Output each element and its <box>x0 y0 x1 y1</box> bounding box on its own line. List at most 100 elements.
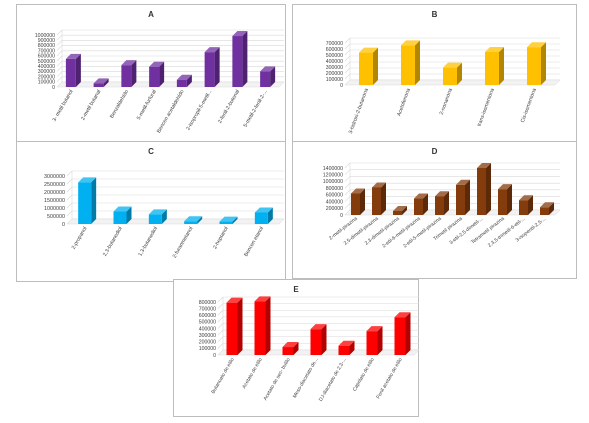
bar <box>485 47 504 85</box>
y-tick-label: 100000 <box>38 80 55 86</box>
bar <box>401 40 420 85</box>
y-tick-label: 400000 <box>326 59 343 65</box>
y-tick-label: 300000 <box>326 65 343 71</box>
y-axis: 0100000200000300000400000500000600000700… <box>326 41 343 89</box>
chart-title-c: C <box>148 147 154 156</box>
y-tick-label: 200000 <box>326 206 343 212</box>
y-tick-label: 0 <box>62 222 65 228</box>
bar <box>226 297 243 355</box>
y-tick-label: 1000000 <box>44 206 65 212</box>
bar <box>204 47 220 87</box>
y-tick-label: 1400000 <box>323 166 343 172</box>
y-tick-label: 300000 <box>199 333 216 339</box>
y-tick-label: 600000 <box>326 47 343 53</box>
y-tick-label: 900000 <box>38 38 55 44</box>
y-tick-label: 1000000 <box>323 179 343 185</box>
y-tick-label: 0 <box>52 85 55 91</box>
y-tick-label: 800000 <box>199 300 216 306</box>
gridlines <box>66 170 285 225</box>
x-tick-label: D,l-diacetato de 2,3-... <box>318 357 348 403</box>
x-tick-label: 5-metil-2-fenil-2-... <box>243 89 269 128</box>
bar <box>443 62 462 85</box>
x-axis: 2-metil-pirazina2,5-dimetil-pirazina2,3-… <box>328 216 548 250</box>
y-tick-label: 2500000 <box>44 182 65 188</box>
x-tick-label: trans-isomentona <box>477 88 496 128</box>
y-axis: 0100000200000300000400000500000600000700… <box>199 300 216 359</box>
y-tick-label: 300000 <box>38 69 55 75</box>
x-tick-label: Bencen etanol <box>243 226 265 258</box>
y-tick-label: 100000 <box>199 346 216 352</box>
y-tick-label: 400000 <box>199 326 216 332</box>
bar <box>477 163 491 215</box>
bar <box>65 53 81 87</box>
bar <box>527 42 546 85</box>
x-tick-label: Caprilato de etilo <box>352 357 376 393</box>
y-tick-label: 500000 <box>326 53 343 59</box>
x-axis: 2-propanol 2,3-butanediol 1,3-butanediol 2-… <box>71 226 265 259</box>
x-tick-label: Cis-isomentona <box>520 88 538 124</box>
x-tick-label: 2,3-butanediol <box>102 226 124 257</box>
y-tick-label: 500000 <box>47 214 65 220</box>
bar <box>232 31 248 87</box>
bar <box>148 209 167 224</box>
x-tick-label: 2-furanmetanol <box>172 226 195 259</box>
y-tick-label: 200000 <box>38 74 55 80</box>
y-tick-label: 0 <box>340 213 343 219</box>
bars <box>226 296 411 355</box>
y-tick-label: 200000 <box>326 71 343 77</box>
bar <box>414 193 428 215</box>
bar <box>176 74 192 87</box>
gridlines <box>56 29 285 88</box>
x-axis: 3-hidroxi-2-butanona Acetofenona 2-nonanon… <box>348 88 538 135</box>
y-tick-label: 700000 <box>326 41 343 47</box>
x-tick-label: 5-metil-furfural <box>136 89 158 121</box>
bar <box>113 206 132 224</box>
y-tick-label: 200000 <box>199 340 216 346</box>
bar <box>282 342 299 355</box>
y-tick-label: 1500000 <box>44 198 65 204</box>
chart-d: 0200000400000600000800000100000012000001… <box>323 162 561 250</box>
x-tick-label: 2-metil butanal <box>80 89 102 121</box>
chart-panel-a: A 0 100000 200000 300000 400000 500000 600000 7… <box>16 4 286 147</box>
y-tick-label: 600000 <box>199 313 216 319</box>
x-axis: Butanoato de etilo Acetato de etiloAcetat… <box>210 357 403 403</box>
bars <box>65 31 276 87</box>
bar <box>366 326 383 355</box>
bar <box>338 340 355 355</box>
y-tick-label: 2000000 <box>44 190 65 196</box>
x-tick-label: 2-isopropil-5-metil... <box>185 89 213 131</box>
x-tick-label: 2-fenil-2-butenal <box>217 89 241 124</box>
bars <box>359 40 546 85</box>
x-tick-label: 1,3-butanediol <box>137 226 159 257</box>
chart-title-a: A <box>148 10 154 19</box>
x-tick-label: Butanoato de etilo <box>210 357 235 395</box>
bar <box>78 177 97 224</box>
y-tick-label: 700000 <box>199 306 216 312</box>
y-tick-label: 600000 <box>38 54 55 60</box>
bar <box>519 195 533 215</box>
bar <box>498 184 512 215</box>
x-tick-label: 2,3,5-trimetil-6-etil-... <box>487 216 527 249</box>
y-tick-label: 700000 <box>38 48 55 54</box>
y-tick-label: 800000 <box>326 186 343 192</box>
chart-panel-b: B 0 100000 200000 300000 400000 500000 600000 7… <box>292 4 577 142</box>
chart-panel-e: E 0 100000 200000 300000 400000 500000 600000 7… <box>173 279 420 417</box>
bar <box>254 296 271 355</box>
y-tick-label: 800000 <box>38 43 55 49</box>
bar <box>435 191 449 215</box>
y-tick-label: 500000 <box>199 320 216 326</box>
bar <box>372 182 386 215</box>
y-tick-label: 1000000 <box>35 33 55 39</box>
bars <box>351 163 554 215</box>
bar <box>359 47 378 85</box>
bar <box>456 179 470 215</box>
x-tick-label: Acetofenona <box>396 88 412 118</box>
x-tick-label: Benzaldehído <box>109 89 130 120</box>
chart-b: 0100000200000300000400000500000600000700… <box>326 37 561 135</box>
y-tick-label: 0 <box>340 83 343 89</box>
y-axis: 0200000400000600000800000100000012000001… <box>323 166 343 219</box>
chart-a: 0100000200000300000400000500000600000700… <box>35 29 285 134</box>
chart-title-d: D <box>431 147 438 156</box>
x-tick-label: Acetato de sec- butilo <box>262 357 291 402</box>
y-tick-label: 500000 <box>38 59 55 65</box>
